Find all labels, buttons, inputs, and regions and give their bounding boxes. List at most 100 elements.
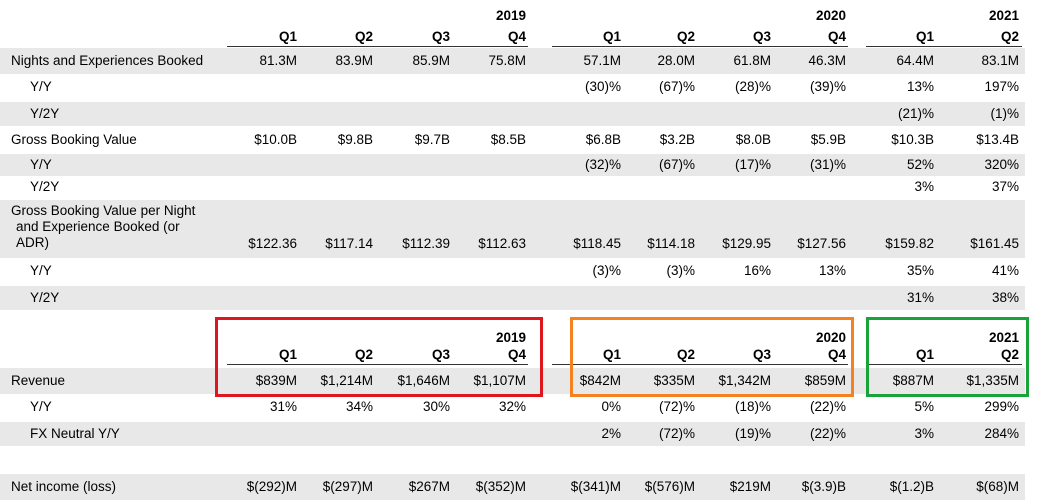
top-year-2021: 2021: [988, 8, 1019, 23]
row-band: [0, 422, 1025, 446]
table-cell: $887M: [892, 373, 934, 388]
table-cell: (17)%: [734, 157, 771, 172]
table-cell: $(576)M: [644, 479, 695, 494]
table-cell: $112.63: [478, 236, 526, 251]
table-cell: $(3.9)B: [801, 479, 846, 494]
bottom-quarter-header: Q3: [752, 347, 771, 362]
table-cell: (28)%: [734, 79, 771, 94]
table-cell: $842M: [579, 373, 621, 388]
row-label: Y/Y: [30, 399, 52, 414]
bottom-quarter-header: Q1: [602, 347, 621, 362]
table-cell: 31%: [906, 290, 934, 305]
top-quarter-header: Q2: [676, 29, 695, 44]
top-quarter-header: Q2: [1000, 29, 1019, 44]
table-cell: $(68)M: [976, 479, 1019, 494]
table-cell: (31)%: [809, 157, 846, 172]
table-cell: $6.8B: [585, 132, 621, 147]
bottom-quarter-header: Q1: [915, 347, 934, 362]
top-year-2019: 2019: [495, 8, 526, 23]
table-cell: $219M: [729, 479, 771, 494]
table-cell: (72)%: [658, 399, 695, 414]
table-cell: (22)%: [809, 426, 846, 441]
table-cell: $10.0B: [254, 132, 297, 147]
table-cell: $8.0B: [735, 132, 771, 147]
table-cell: 3%: [914, 426, 934, 441]
table-cell: 38%: [991, 290, 1019, 305]
row-label: Y/Y: [30, 79, 52, 94]
row-label: Gross Booking Value: [11, 132, 137, 147]
row-band: [0, 286, 1025, 310]
row-label: Y/2Y: [30, 106, 60, 121]
table-cell: $267M: [408, 479, 450, 494]
table-cell: 13%: [818, 263, 846, 278]
table-cell: $8.5B: [490, 132, 526, 147]
bottom-header-rule: [227, 364, 528, 365]
table-cell: 64.4M: [896, 53, 934, 68]
table-cell: (19)%: [734, 426, 771, 441]
row-band: [0, 48, 1025, 74]
top-quarter-header: Q1: [278, 29, 297, 44]
table-cell: (18)%: [734, 399, 771, 414]
bottom-quarter-header: Q1: [278, 347, 297, 362]
table-cell: 57.1M: [583, 53, 621, 68]
table-cell: 35%: [906, 263, 934, 278]
table-cell: (3)%: [666, 263, 695, 278]
table-cell: (30)%: [584, 79, 621, 94]
row-band: [0, 474, 1025, 500]
table-cell: $5.9B: [810, 132, 846, 147]
row-band: [0, 368, 1025, 394]
table-cell: (72)%: [658, 426, 695, 441]
table-cell: $9.8B: [337, 132, 373, 147]
table-cell: 83.9M: [335, 53, 373, 68]
table-cell: 30%: [422, 399, 450, 414]
table-cell: $(1.2)B: [889, 479, 934, 494]
top-quarter-header: Q4: [507, 29, 526, 44]
table-cell: 32%: [498, 399, 526, 414]
top-header-rule: [552, 46, 848, 47]
table-cell: 28.0M: [657, 53, 695, 68]
row-band: [0, 154, 1025, 176]
table-cell: $159.82: [885, 236, 934, 251]
top-quarter-header: Q2: [354, 29, 373, 44]
row-label: ADR): [16, 235, 49, 250]
table-cell: (39)%: [809, 79, 846, 94]
top-quarter-header: Q1: [915, 29, 934, 44]
highlight-box-2021: [866, 317, 1029, 397]
table-cell: 46.3M: [808, 53, 846, 68]
table-cell: $1,107M: [473, 373, 526, 388]
table-cell: 2%: [601, 426, 621, 441]
table-cell: (22)%: [809, 399, 846, 414]
row-label: Y/2Y: [30, 290, 60, 305]
table-cell: 85.9M: [412, 53, 450, 68]
table-cell: $129.95: [722, 236, 771, 251]
table-cell: 75.8M: [488, 53, 526, 68]
bottom-header-rule: [552, 364, 848, 365]
table-cell: $1,335M: [966, 373, 1019, 388]
table-cell: 41%: [991, 263, 1019, 278]
row-label: Gross Booking Value per Night: [11, 203, 196, 218]
row-label: Net income (loss): [11, 479, 117, 494]
table-cell: 34%: [345, 399, 373, 414]
table-cell: $1,646M: [397, 373, 450, 388]
table-cell: $839M: [255, 373, 297, 388]
table-cell: $112.39: [402, 236, 450, 251]
row-band: [0, 200, 1025, 258]
table-cell: 5%: [914, 399, 934, 414]
highlight-box-2020: [570, 317, 854, 397]
bottom-year-2019: 2019: [495, 330, 526, 345]
table-cell: $127.56: [797, 236, 846, 251]
table-cell: 13%: [906, 79, 934, 94]
table-cell: $(297)M: [322, 479, 373, 494]
table-cell: 197%: [984, 79, 1019, 94]
table-cell: $(341)M: [570, 479, 621, 494]
table-cell: 3%: [914, 179, 934, 194]
row-label: Y/Y: [30, 263, 52, 278]
table-cell: 37%: [991, 179, 1019, 194]
top-quarter-header: Q4: [827, 29, 846, 44]
table-cell: 61.8M: [733, 53, 771, 68]
table-cell: $10.3B: [891, 132, 934, 147]
bottom-quarter-header: Q2: [676, 347, 695, 362]
top-year-2020: 2020: [815, 8, 846, 23]
table-cell: (21)%: [897, 106, 934, 121]
table-cell: $161.45: [970, 236, 1019, 251]
